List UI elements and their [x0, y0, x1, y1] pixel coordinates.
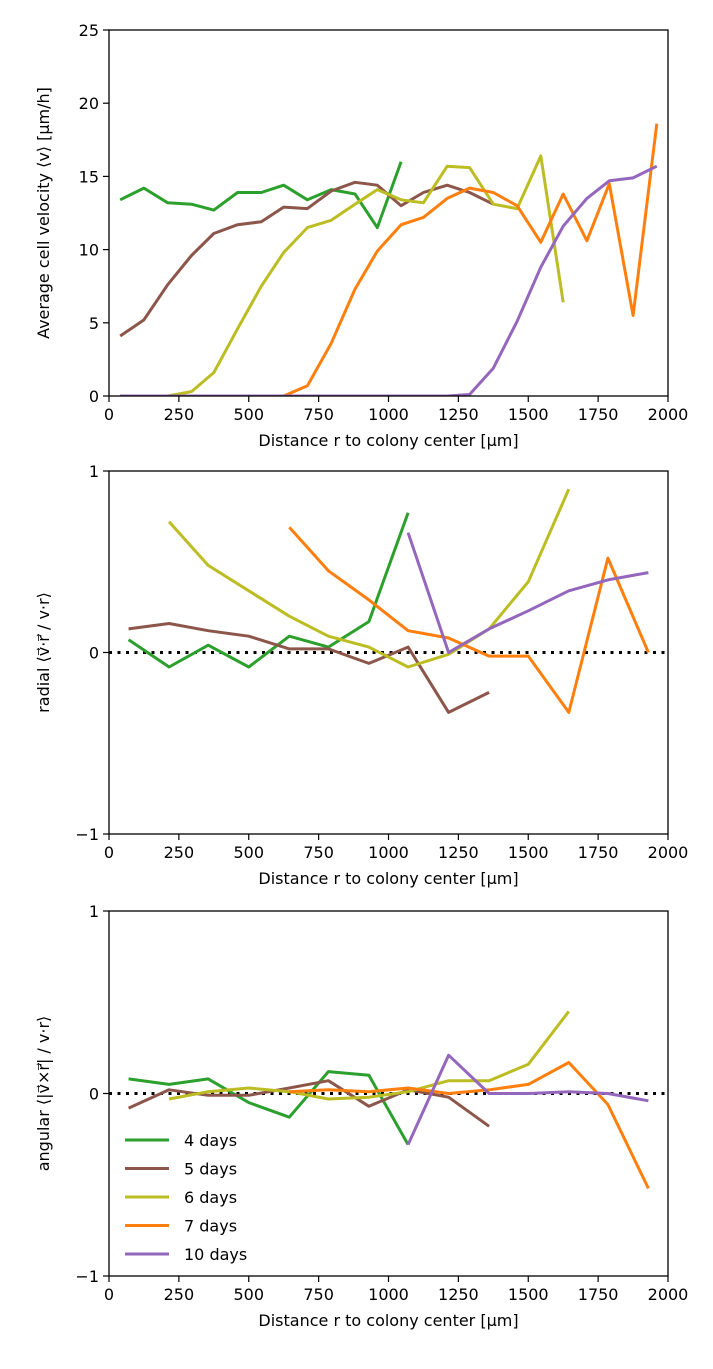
series-line-5-days	[127, 1079, 490, 1128]
y-tick-label: 1	[89, 462, 99, 481]
x-axis-label: Distance r to colony center [μm]	[258, 1311, 518, 1330]
axes-frame	[108, 29, 669, 397]
x-tick-label: 2000	[648, 405, 689, 424]
series-line-7-days	[289, 1061, 650, 1190]
x-axis-label: Distance r to colony center [μm]	[258, 869, 518, 888]
x-tick-label: 0	[104, 1285, 114, 1304]
x-tick-label: 1500	[508, 1285, 549, 1304]
legend-label: 7 days	[184, 1217, 237, 1236]
legend: 4 days 5 days 6 days 7 days 10 days	[125, 1131, 247, 1264]
series-line-10-days	[406, 1053, 649, 1146]
x-tick-label: 250	[164, 405, 195, 424]
series-line-7-days	[288, 526, 650, 714]
x-tick-label: 1750	[578, 1285, 619, 1304]
series-line-5-days	[128, 622, 490, 714]
y-tick-label: −1	[75, 1267, 99, 1286]
y-tick-label: 25	[79, 21, 99, 40]
panel-2: 0 250 500 750 1000 1250 1500 1750 2000 −1 0 1 Distan…	[34, 462, 688, 888]
x-tick-label: 1750	[578, 405, 619, 424]
x-tick-label: 0	[104, 843, 114, 862]
y-tick-label: 5	[89, 314, 99, 333]
x-tick-label: 750	[303, 843, 334, 862]
y-axis-label: angular ⟨|v⃗×r⃗| / v·r⟩	[34, 1016, 53, 1172]
y-tick-label: 0	[89, 387, 99, 406]
series-line-6-days	[167, 488, 571, 669]
series-line-10-days	[120, 164, 658, 396]
series-line-6-days	[120, 154, 565, 396]
panel-1: 0 250 500 750 1000 1250 1500 1750 2000 0 5 10 15 20 25…	[34, 21, 688, 450]
x-tick-label: 2000	[648, 1285, 689, 1304]
series-line-10-days	[406, 532, 649, 654]
x-tick-label: 750	[303, 1285, 334, 1304]
y-tick-label: 20	[79, 94, 99, 113]
y-axis-label: radial ⟨v⃗·r⃗ / v·r⟩	[34, 592, 53, 713]
x-tick-label: 1250	[438, 843, 479, 862]
x-tick-label: 0	[104, 405, 114, 424]
panel-3: 0 250 500 750 1000 1250 1500 1750 2000 −1 0 1 Distan…	[34, 902, 688, 1330]
x-axis-label: Distance r to colony center [μm]	[258, 431, 518, 450]
x-tick-label: 500	[233, 843, 264, 862]
y-tick-label: 0	[89, 644, 99, 663]
x-tick-label: 1500	[508, 405, 549, 424]
y-tick-label: −1	[75, 825, 99, 844]
x-tick-label: 2000	[648, 843, 689, 862]
y-axis-label: Average cell velocity ⟨v⟩ [μm/h]	[34, 87, 53, 339]
legend-label: 10 days	[184, 1245, 247, 1264]
x-tick-label: 1000	[368, 1285, 409, 1304]
series-line-4-days	[128, 1070, 410, 1146]
x-tick-label: 750	[303, 405, 334, 424]
x-tick-label: 250	[164, 1285, 195, 1304]
x-tick-label: 500	[233, 1285, 264, 1304]
x-tick-label: 250	[164, 843, 195, 862]
x-tick-label: 1250	[438, 405, 479, 424]
x-tick-label: 1500	[508, 843, 549, 862]
y-tick-label: 0	[89, 1085, 99, 1104]
y-tick-label: 15	[79, 167, 99, 186]
series-line-6-days	[168, 1010, 570, 1101]
legend-label: 5 days	[184, 1160, 237, 1179]
y-tick-label: 1	[89, 902, 99, 921]
series-line-7-days	[120, 123, 659, 396]
x-tick-label: 500	[233, 405, 264, 424]
series-line-4-days	[119, 161, 403, 230]
legend-label: 6 days	[184, 1188, 237, 1207]
x-tick-label: 1250	[438, 1285, 479, 1304]
x-tick-label: 1000	[368, 405, 409, 424]
x-tick-label: 1750	[578, 843, 619, 862]
series-line-4-days	[127, 512, 410, 669]
legend-label: 4 days	[184, 1131, 237, 1150]
y-tick-label: 10	[79, 241, 99, 260]
x-tick-label: 1000	[368, 843, 409, 862]
